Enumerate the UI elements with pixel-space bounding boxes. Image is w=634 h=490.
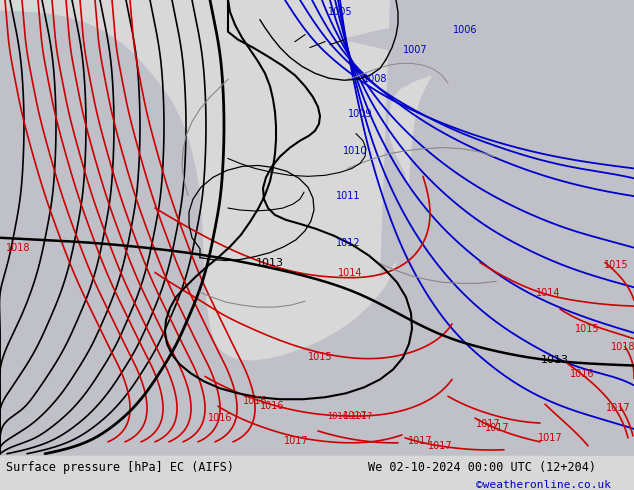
Polygon shape: [380, 0, 634, 277]
Text: 1017: 1017: [343, 411, 367, 421]
Text: 1017: 1017: [538, 433, 562, 443]
Text: 1007: 1007: [403, 45, 427, 54]
Text: 1016: 1016: [243, 396, 268, 406]
Text: 1009: 1009: [348, 109, 372, 119]
Text: We 02-10-2024 00:00 UTC (12+204): We 02-10-2024 00:00 UTC (12+204): [368, 461, 596, 474]
Text: 1015: 1015: [574, 324, 599, 334]
Text: 1013: 1013: [541, 355, 569, 365]
Text: 1016-1017: 1016-1017: [327, 412, 373, 420]
Text: 1010: 1010: [343, 146, 367, 156]
Polygon shape: [340, 25, 465, 54]
Text: 1015: 1015: [604, 260, 628, 270]
Text: 1017: 1017: [476, 419, 500, 429]
Text: Surface pressure [hPa] EC (AIFS): Surface pressure [hPa] EC (AIFS): [6, 461, 235, 474]
Text: 1006: 1006: [453, 24, 477, 35]
Polygon shape: [474, 0, 634, 456]
Text: 1016: 1016: [570, 369, 594, 379]
Text: 1018: 1018: [611, 342, 634, 352]
Text: 1016: 1016: [260, 401, 284, 411]
Text: 1011: 1011: [336, 191, 360, 201]
Text: 1015: 1015: [307, 352, 332, 362]
Text: 1017: 1017: [283, 436, 308, 446]
Text: 1013: 1013: [256, 258, 284, 268]
Text: 1016: 1016: [208, 413, 232, 423]
Text: ©weatheronline.co.uk: ©weatheronline.co.uk: [476, 480, 611, 490]
Text: 1014: 1014: [536, 288, 560, 298]
Text: 1012: 1012: [335, 238, 360, 248]
Text: 1017: 1017: [408, 436, 432, 446]
Text: 1017: 1017: [605, 403, 630, 413]
Text: 1014: 1014: [338, 269, 362, 278]
Text: 1017: 1017: [484, 423, 509, 433]
Polygon shape: [0, 0, 634, 456]
Text: 1018: 1018: [6, 243, 30, 253]
Text: 1008: 1008: [363, 74, 387, 84]
Text: 1005: 1005: [328, 7, 353, 17]
Text: 1017: 1017: [428, 441, 452, 451]
